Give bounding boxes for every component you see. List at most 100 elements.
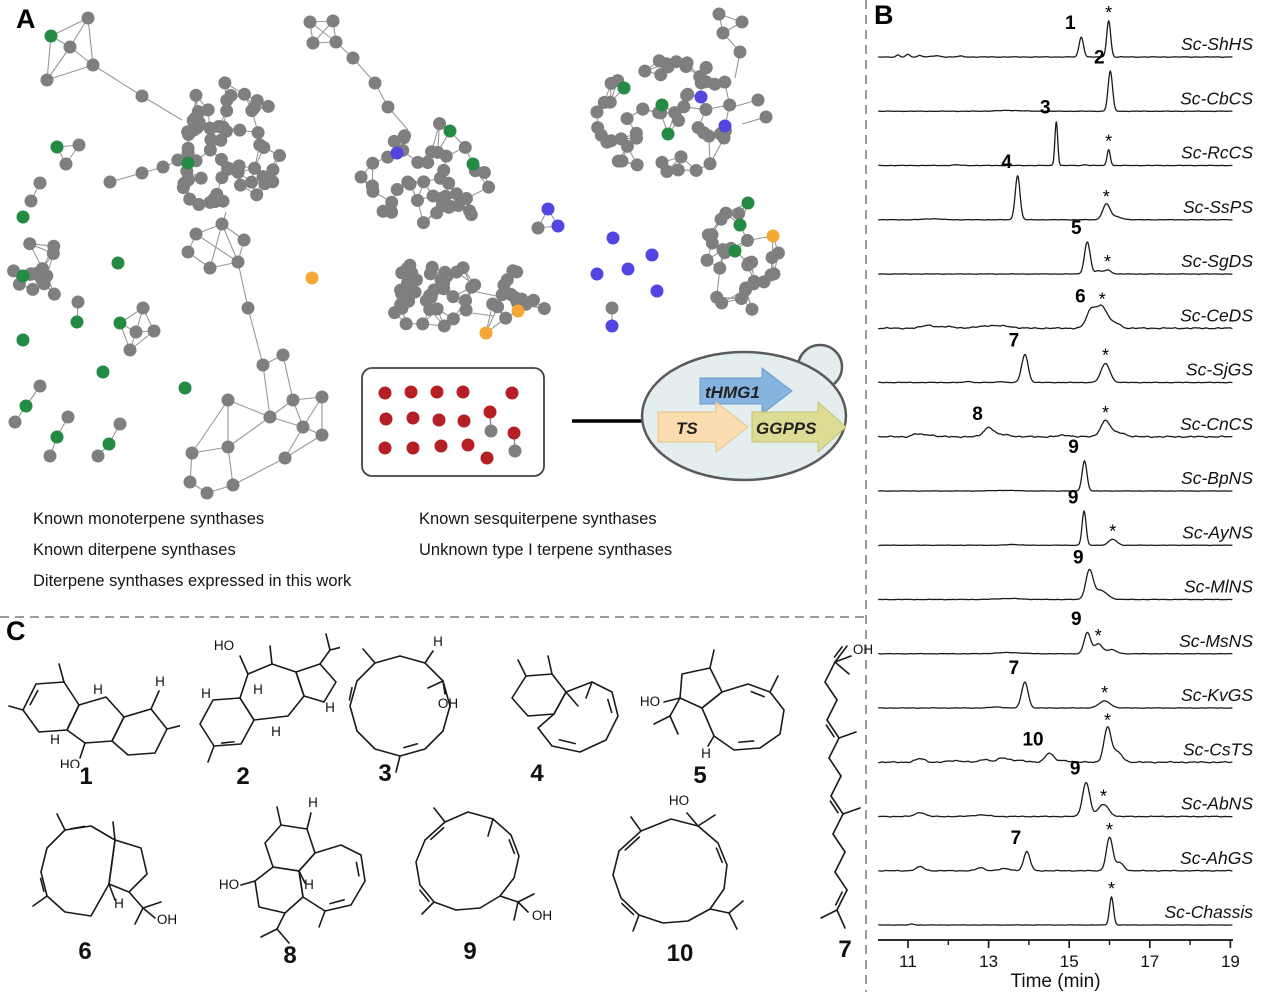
network-node-gray <box>273 149 287 163</box>
network-node-gray <box>136 301 150 315</box>
selected-dot-red <box>432 413 446 427</box>
network-node-gray <box>499 311 513 325</box>
peak-number: 4 <box>1001 152 1012 173</box>
network-node-gray <box>276 348 290 362</box>
network-node-gray <box>464 208 478 222</box>
peak-number: 7 <box>1009 331 1020 352</box>
network-node-gray <box>508 291 522 305</box>
network-node-gray <box>215 217 229 231</box>
trace-name: Sc-ShHS <box>1181 34 1253 54</box>
network-node-blue <box>541 202 555 216</box>
network-node-gray <box>135 166 149 180</box>
network-node-gray <box>745 302 759 316</box>
selected-dot-red <box>379 412 393 426</box>
network-node-gray <box>183 192 197 206</box>
network-node-blue <box>621 262 635 276</box>
selected-dot-red <box>378 441 392 455</box>
network-node-gray <box>247 101 261 115</box>
network-node-gray <box>221 440 235 454</box>
network-node-gray <box>189 88 203 102</box>
network-node-gray <box>203 261 217 275</box>
network-node-gray <box>408 285 422 299</box>
network-node-green <box>19 399 33 413</box>
network-node-orange <box>479 326 493 340</box>
network-node-blue <box>551 219 565 233</box>
selected-dot-red <box>461 438 475 452</box>
axis-tick-label: 17 <box>1140 952 1159 971</box>
atom-label: OH <box>438 696 458 711</box>
network-node-green <box>113 316 127 330</box>
network-node-blue <box>694 90 708 104</box>
network-node-gray <box>708 77 722 91</box>
peak-number: 9 <box>1068 437 1079 458</box>
compound-structure-4 <box>511 655 619 753</box>
trace-name: Sc-AyNS <box>1182 522 1253 542</box>
network-node-gray <box>147 324 161 338</box>
network-node-gray <box>183 475 197 489</box>
chromatogram-trace <box>878 781 1233 818</box>
chromatogram-trace <box>878 121 1233 167</box>
network-node-gray <box>446 312 460 326</box>
network-node-green <box>617 81 631 95</box>
network-node-gray <box>459 293 473 307</box>
network-node-gray <box>381 100 395 114</box>
legend-item-expressed: Diterpene synthases expressed in this wo… <box>6 572 351 591</box>
network-node-gray <box>660 165 674 179</box>
network-node-gray <box>156 160 170 174</box>
network-node-gray <box>434 192 448 206</box>
network-node-gray <box>450 265 464 279</box>
axis-tick-label: 19 <box>1221 952 1240 971</box>
trace-name: Sc-CbCS <box>1180 88 1253 108</box>
network-node-gray <box>603 95 617 109</box>
legend-item-sesquiterpene: Known sesquiterpene synthases <box>392 510 657 529</box>
network-node-gray <box>652 54 666 68</box>
network-node-gray <box>385 195 399 209</box>
atom-label: H <box>114 896 124 911</box>
network-node-gray <box>459 303 473 317</box>
compound-structure-7: OH <box>820 642 873 929</box>
chromatogram-trace <box>878 631 1233 655</box>
network-node-green <box>16 210 30 224</box>
selected-dot-red <box>434 439 448 453</box>
network-node-gray <box>234 178 248 192</box>
selected-dot-red <box>456 385 470 399</box>
network-node-gray <box>135 89 149 103</box>
network-node-green <box>70 315 84 329</box>
legend-dot-green <box>392 512 407 527</box>
chromatogram-trace <box>878 174 1233 221</box>
atom-label: H <box>701 746 711 761</box>
atom-label: OH <box>157 912 177 927</box>
network-node-green <box>466 157 480 171</box>
atom-label: H <box>50 732 60 747</box>
network-node-gray <box>214 133 228 147</box>
compound-number: 10 <box>666 940 694 967</box>
chromatogram-trace <box>877 419 1233 439</box>
peak-number: 9 <box>1073 548 1084 569</box>
peak-asterisk: * <box>1105 132 1112 152</box>
network-node-gray <box>368 76 382 90</box>
network-node-gray <box>81 11 95 25</box>
gene-arrow-ts <box>657 400 749 454</box>
compound-structure-2: HO H H H H <box>199 633 340 763</box>
network-node-gray <box>390 182 404 196</box>
network-node-gray <box>29 267 43 281</box>
peak-number: 7 <box>1011 828 1022 849</box>
atom-label: H <box>93 682 103 697</box>
network-node-gray <box>72 138 86 152</box>
network-node-gray <box>459 192 473 206</box>
network-node-gray <box>46 246 60 260</box>
network-node-green <box>44 29 58 43</box>
network-node-gray <box>735 15 749 29</box>
network-node-gray <box>250 188 264 202</box>
selected-dot-red <box>507 426 521 440</box>
compound-number: 4 <box>530 760 544 787</box>
selected-dot-red <box>406 411 420 425</box>
compound-number: 9 <box>463 938 477 965</box>
network-node-gray <box>699 103 713 117</box>
network-node-gray <box>43 449 57 463</box>
selected-enzyme-dots <box>378 385 522 465</box>
trace-name: Sc-SjGS <box>1186 360 1253 380</box>
peak-number: 6 <box>1075 286 1086 307</box>
network-node-gray <box>449 187 463 201</box>
